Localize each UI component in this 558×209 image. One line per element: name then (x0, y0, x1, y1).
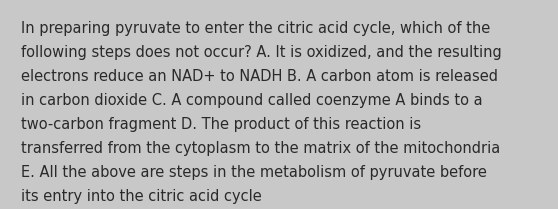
Text: transferred from the cytoplasm to the matrix of the mitochondria: transferred from the cytoplasm to the ma… (21, 141, 501, 156)
Text: in carbon dioxide C. A compound called coenzyme A binds to a: in carbon dioxide C. A compound called c… (21, 93, 483, 108)
Text: In preparing pyruvate to enter the citric acid cycle, which of the: In preparing pyruvate to enter the citri… (21, 21, 490, 36)
Text: following steps does not occur? A. It is oxidized, and the resulting: following steps does not occur? A. It is… (21, 45, 502, 60)
Text: E. All the above are steps in the metabolism of pyruvate before: E. All the above are steps in the metabo… (21, 165, 487, 180)
Text: two-carbon fragment D. The product of this reaction is: two-carbon fragment D. The product of th… (21, 117, 421, 132)
Text: its entry into the citric acid cycle: its entry into the citric acid cycle (21, 189, 262, 204)
Text: electrons reduce an NAD+ to NADH B. A carbon atom is released: electrons reduce an NAD+ to NADH B. A ca… (21, 69, 498, 84)
